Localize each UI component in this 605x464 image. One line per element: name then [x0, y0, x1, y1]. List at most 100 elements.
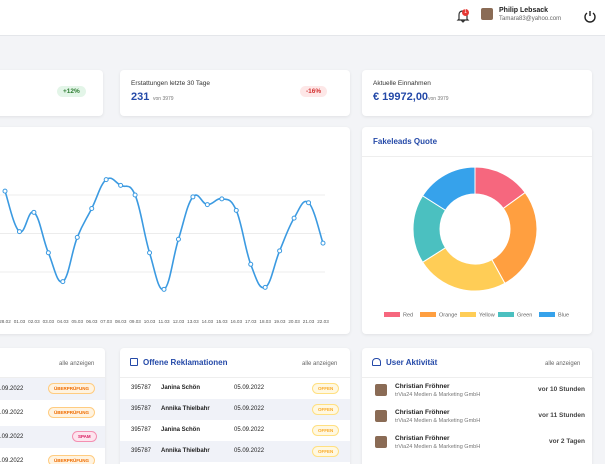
avatar	[375, 436, 387, 448]
id: 395787	[131, 448, 152, 454]
status-badge: SPAM	[72, 431, 97, 442]
x-tick-label: 08.03	[115, 319, 127, 324]
legend-label: Green	[517, 313, 532, 319]
stat-card	[0, 70, 103, 116]
stat-badge-down: -16%	[300, 86, 328, 97]
link: alle anzeigen	[545, 361, 581, 367]
time: vor 11 Stunden	[538, 412, 585, 419]
avatar	[375, 384, 387, 396]
name: Christian Fröhner	[395, 383, 450, 390]
stat-value: € 19972,00	[373, 91, 429, 103]
date: .09.2022	[0, 410, 24, 416]
chart-card	[0, 127, 350, 334]
divider	[362, 377, 592, 378]
line-point	[248, 261, 254, 267]
x-tick-label: 03.03	[43, 319, 55, 324]
line-point	[306, 200, 312, 206]
line-point	[219, 196, 225, 202]
legend-label: Yellow	[479, 313, 495, 319]
line-point	[31, 209, 37, 215]
legend-swatch	[420, 312, 436, 317]
legend-swatch	[498, 312, 514, 317]
donut-chart: Red Orange Yellow Green Blue	[384, 166, 569, 319]
link: alle anzeigen	[59, 361, 95, 367]
date: 05.09.2022	[234, 406, 265, 412]
x-tick-label: 06.03	[86, 319, 98, 324]
name: Christian Fröhner	[395, 409, 450, 416]
avatar	[481, 8, 493, 20]
x-tick-label: 12.03	[173, 319, 185, 324]
stat-title: Erstattungen letzte 30 Tage	[131, 80, 211, 87]
x-tick-label: 15.03	[216, 319, 228, 324]
x-tick-label: 18.03	[259, 319, 271, 324]
date: .09.2022	[0, 458, 24, 464]
date: .09.2022	[0, 434, 24, 440]
link: alle anzeigen	[302, 361, 338, 367]
top-bar	[0, 0, 605, 36]
divider	[0, 377, 105, 378]
x-tick-label: 21.03	[303, 319, 315, 324]
time: vor 10 Stunden	[538, 386, 585, 393]
id: 395787	[131, 406, 152, 412]
date: 05.09.2022	[234, 448, 265, 454]
x-tick-label: 22.03	[317, 319, 329, 324]
legend-swatch	[384, 312, 400, 317]
x-tick-label: 02.03	[28, 319, 40, 324]
x-tick-label: 14.03	[202, 319, 214, 324]
card-title: User Aktivität	[386, 358, 438, 367]
line-point	[233, 207, 239, 213]
status-badge: ÜBERPRÜFUNG	[48, 407, 96, 418]
x-tick-label: 10.03	[144, 319, 156, 324]
line-point	[103, 177, 109, 183]
line-point	[60, 279, 66, 285]
status-badge: OFFEN	[312, 383, 340, 394]
stat-badge-up: +12%	[57, 86, 86, 97]
icon	[130, 358, 138, 366]
line-point	[132, 192, 138, 198]
date: .09.2022	[0, 386, 24, 392]
legend-label: Red	[403, 313, 413, 319]
x-tick-label: 01.03	[14, 319, 26, 324]
logout-icon[interactable]	[583, 9, 597, 23]
avatar	[375, 410, 387, 422]
line-point	[291, 215, 297, 221]
stat-sub: von 3979	[428, 96, 449, 102]
x-tick-label: 17.03	[245, 319, 257, 324]
status-badge: ÜBERPRÜFUNG	[48, 383, 96, 394]
status-badge: ÜBERPRÜFUNG	[48, 455, 96, 464]
icon	[372, 358, 381, 366]
x-tick-label: 16.03	[231, 319, 243, 324]
x-tick-label: 28.02	[0, 319, 11, 324]
line-point	[74, 234, 80, 240]
status-badge: OFFEN	[312, 425, 340, 436]
id: 395787	[131, 385, 152, 391]
legend-label: Orange	[439, 313, 457, 319]
time: vor 2 Tagen	[548, 438, 585, 445]
row-bg	[120, 399, 350, 420]
activity-card	[362, 348, 592, 464]
line-point	[147, 250, 153, 256]
x-tick-label: 20.03	[288, 319, 300, 324]
legend-swatch	[460, 312, 476, 317]
line-point	[190, 194, 196, 200]
company: trVia24 Medien & Marketing GmbH	[395, 418, 481, 424]
donut-segment	[421, 166, 476, 211]
name: Janina Schön	[161, 427, 201, 433]
legend-swatch	[539, 312, 555, 317]
donut-segment	[491, 191, 538, 285]
line-point	[320, 240, 326, 246]
user-email: Tamara83@yahoo.com	[499, 16, 562, 22]
x-tick-label: 04.03	[57, 319, 69, 324]
x-tick-label: 13.03	[187, 319, 199, 324]
line-point	[161, 286, 167, 292]
user-name: Philip Lebsack	[499, 7, 549, 14]
name: Annika Thielbahr	[161, 406, 210, 412]
x-tick-label: 11.03	[158, 319, 170, 324]
line-point	[2, 188, 8, 194]
x-tick-label: 09.03	[129, 319, 141, 324]
line-point	[118, 182, 124, 188]
card-title: Fakeleads Quote	[373, 137, 438, 146]
id: 395787	[131, 427, 152, 433]
name: Annika Thielbahr	[161, 448, 210, 454]
